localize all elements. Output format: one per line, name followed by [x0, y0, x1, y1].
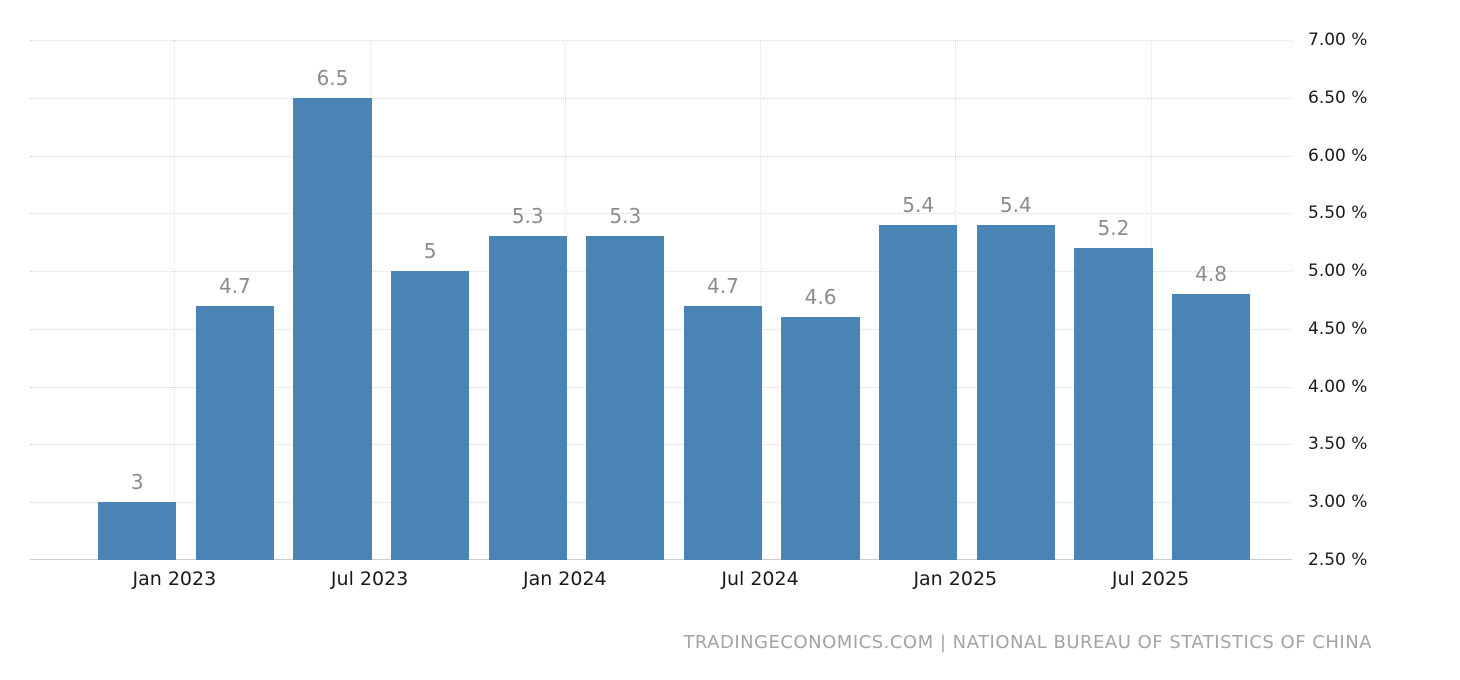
attribution-text: TRADINGECONOMICS.COM | NATIONAL BUREAU O… — [683, 632, 1372, 653]
bar-value-label: 4.7 — [707, 273, 739, 298]
bar-value-label: 5.3 — [609, 204, 642, 229]
bar-group: 4.7 — [683, 274, 763, 560]
bar[interactable] — [976, 224, 1055, 560]
bar-value-label: 4.8 — [1195, 262, 1227, 287]
bar[interactable] — [195, 305, 274, 560]
bar-group: 5.4 — [879, 193, 958, 560]
bar-value-label: 5.4 — [999, 192, 1032, 217]
bar-value-label: 5.4 — [902, 192, 935, 217]
bar[interactable] — [1171, 294, 1251, 560]
bar-value-label: 6.5 — [316, 65, 349, 90]
bar-group: 5.3 — [586, 204, 665, 560]
bar-group: 4.7 — [195, 274, 274, 560]
gridline-vertical — [174, 40, 176, 560]
gridline-horizontal — [30, 40, 1292, 41]
bar-value-label: 3 — [130, 470, 144, 495]
y-axis-tick-label: 7.00 % — [1308, 30, 1368, 50]
gridline-horizontal — [30, 155, 1292, 157]
bar[interactable] — [1074, 248, 1153, 560]
bar-group: 5.4 — [976, 193, 1055, 560]
gridline-horizontal — [30, 213, 1292, 215]
bar[interactable] — [879, 224, 958, 560]
bar-group: 4.6 — [781, 285, 860, 560]
bar-group: 5.2 — [1074, 216, 1153, 560]
bar-group: 5.3 — [488, 204, 567, 560]
y-axis-tick-label: 5.50 % — [1308, 203, 1368, 224]
bar[interactable] — [390, 271, 470, 560]
plot-area: 3 4.7 6.5 5 5.3 5.3 4.7 4.6 5.4 5.4 5.2 4.8 — [30, 40, 1292, 560]
bar[interactable] — [293, 97, 372, 560]
bar-group: 5 — [390, 239, 470, 560]
x-axis-tick-label: Jan 2023 — [132, 568, 217, 590]
bar[interactable] — [98, 502, 177, 560]
y-axis-tick-label: 3.00 % — [1308, 492, 1368, 513]
y-axis-tick-label: 5.00 % — [1308, 261, 1368, 282]
gridline-vertical — [760, 40, 762, 560]
bar-value-label: 4.6 — [804, 285, 837, 310]
bar-value-label: 4.7 — [218, 273, 251, 298]
x-axis-tick-label: Jul 2023 — [330, 568, 409, 590]
y-axis-tick-label: 6.50 % — [1308, 87, 1368, 108]
y-axis-tick-label: 6.00 % — [1308, 145, 1368, 166]
bar-group: 4.8 — [1171, 262, 1251, 560]
bar-value-label: 5 — [423, 239, 437, 264]
x-axis-tick-label: Jan 2025 — [913, 568, 998, 590]
y-axis-tick-label: 2.50 % — [1308, 550, 1368, 570]
x-axis-tick-label: Jul 2024 — [721, 568, 799, 590]
bar[interactable] — [683, 305, 763, 560]
bar-group: 3 — [98, 470, 177, 560]
gridline-horizontal — [30, 97, 1292, 99]
y-axis-tick-label: 4.00 % — [1308, 376, 1368, 397]
bar[interactable] — [488, 236, 567, 560]
bar-value-label: 5.2 — [1097, 216, 1130, 240]
x-axis-tick-label: Jan 2024 — [522, 568, 607, 590]
bar-group: 6.5 — [293, 66, 372, 560]
y-axis-tick-label: 4.50 % — [1308, 318, 1368, 339]
bar[interactable] — [781, 317, 860, 560]
y-axis-tick-label: 3.50 % — [1308, 434, 1368, 455]
bar[interactable] — [586, 236, 665, 560]
bar-value-label: 5.3 — [511, 204, 544, 229]
x-axis-tick-label: Jul 2025 — [1111, 568, 1190, 590]
